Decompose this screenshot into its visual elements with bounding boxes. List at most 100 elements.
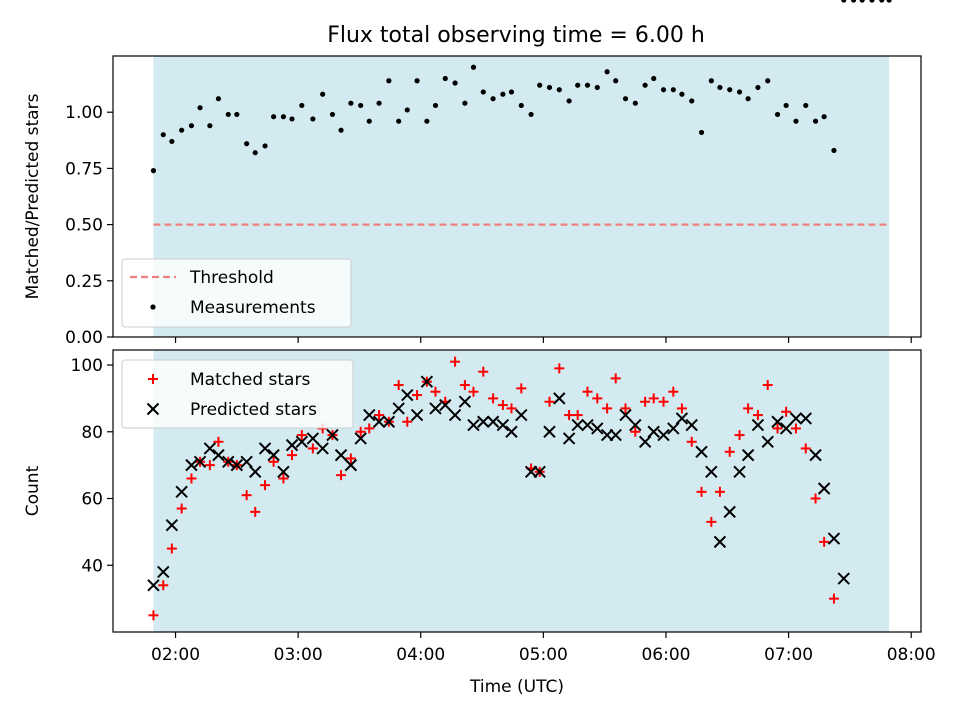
cross-stroke [695,445,708,458]
x-axis-ticks-bottom: 02:00 03:00 04:00 05:00 06:00 07:00 08:00 [151,632,936,665]
predicted-star-point [779,422,793,435]
cross-stroke [295,435,309,448]
measurement-point [452,80,458,86]
legend-label-matched: Matched stars [190,370,310,390]
predicted-star-point [326,428,339,442]
matched-star-point [752,410,763,421]
matched-star-point [828,593,839,604]
predicted-star-point [258,442,272,455]
matched-star-point [488,393,499,404]
predicted-star-point [591,422,604,435]
measurement-point [850,0,857,3]
cross-stroke [185,458,198,472]
matched-star-point [213,436,224,447]
cross-stroke [165,518,179,532]
cross-stroke [733,465,746,479]
measurement-point [886,0,892,3]
matched-star-point [724,446,735,457]
predicted-star-point [477,415,490,428]
measurement-point [556,87,562,93]
measurement-point [660,87,667,93]
predicted-star-point [203,442,217,455]
cross-stroke [467,418,480,432]
cross-stroke [533,465,546,479]
predicted-star-point [439,398,452,412]
matched-star-point [364,423,375,434]
predicted-star-point [675,412,689,425]
predicted-star-point [647,425,660,438]
x-tick-label: 08:00 [887,645,936,665]
cross-stroke [741,448,755,462]
measurement-point [708,78,714,84]
measurement-point [812,118,819,124]
measurement-point [299,102,305,109]
cross-stroke [344,458,358,472]
cross-stroke [619,408,632,422]
matched-star-point [610,373,621,384]
cross-stroke [751,418,765,432]
predicted-star-point [751,418,765,432]
measurement-point [386,78,392,84]
predicted-star-point [543,425,556,438]
cross-stroke [203,442,217,455]
matched-star-point [241,490,252,501]
matched-star-point [450,356,461,367]
cross-stroke [667,422,680,435]
measurement-point [869,0,875,3]
measurement-point [432,102,439,109]
measurement-point [584,82,591,88]
cross-stroke [837,572,850,585]
predicted-star-point [249,465,262,479]
x-axis-ticks-top [174,337,912,343]
matched-star-point [676,403,687,414]
cross-stroke [629,418,642,432]
cross-stroke [146,402,160,416]
cross-stroke [713,535,727,549]
matched-star-point [544,396,555,407]
matched-star-point [819,536,830,547]
x-tick-label: 06:00 [641,645,690,665]
measurement-point [329,111,336,118]
x-axis-label: Time (UTC) [469,677,564,697]
predicted-star-point [193,455,207,469]
measurement-point [594,84,600,91]
predicted-star-point [817,482,831,495]
predicted-star-point [515,408,528,422]
measurement-point [508,89,515,95]
measurement-point [793,118,799,124]
measurement-point [859,0,865,3]
measurement-point [546,84,553,91]
legend-plus-marker [148,374,158,384]
matched-star-point [790,423,801,434]
matched-star-point [296,430,307,441]
matched-star-point [714,486,725,497]
matched-star-point [268,456,279,467]
predicted-star-point [230,458,244,472]
matched-star-point [468,386,479,397]
measurement-point [480,89,486,95]
cross-stroke [448,408,462,422]
matched-star-point [497,400,508,411]
matched-star-point [287,450,298,461]
matched-star-point [430,386,441,397]
measurement-point [280,114,287,120]
measurement-point [234,111,240,118]
legend-box-top [121,258,352,328]
cross-stroke [505,425,518,438]
predicted-star-point [581,418,594,432]
matched-star-point [278,473,289,484]
matched-star-point [648,393,659,404]
measurement-point [689,98,695,104]
matched-star-point [374,410,385,421]
predicted-star-point [277,465,290,479]
cross-stroke [809,448,822,462]
measurement-point [622,96,629,102]
predicted-star-point [448,408,462,422]
measurement-point [518,102,524,109]
measurement-point [717,84,723,91]
matched-star-point [478,366,489,377]
y-bottom-tick-label: 40 [81,556,103,576]
cross-stroke [789,412,803,425]
predicted-star-point [306,432,320,445]
predicted-star-point [657,428,670,442]
